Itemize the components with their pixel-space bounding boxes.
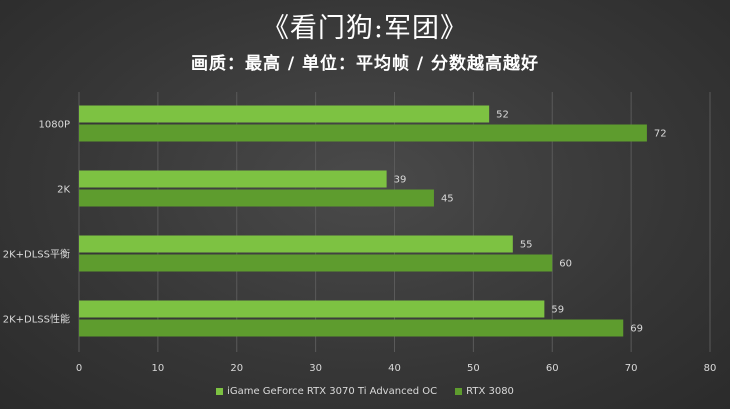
x-tick-label: 60	[546, 363, 559, 374]
data-label: 52	[496, 110, 509, 121]
category-label: 2K+DLSS性能	[3, 313, 70, 326]
bar-series-2	[79, 124, 647, 142]
x-tick-label: 0	[76, 363, 82, 374]
data-label: 69	[630, 324, 643, 335]
data-label: 72	[654, 129, 667, 140]
x-tick-label: 80	[704, 363, 717, 374]
x-tick-label: 40	[388, 363, 401, 374]
bar-series-1	[79, 170, 387, 188]
bar-series-2	[79, 189, 434, 207]
x-tick-label: 10	[152, 363, 165, 374]
category-labels: 1080P 2K 2K+DLSS平衡 2K+DLSS性能	[3, 120, 71, 326]
legend-label-series-2: RTX 3080	[466, 386, 514, 397]
legend-swatch-series-2	[455, 388, 463, 395]
x-tick-label: 20	[230, 363, 243, 374]
bar-series-1	[79, 235, 513, 253]
legend-swatch-series-1	[216, 388, 224, 395]
chart-title: 《看门狗:军团》	[261, 13, 469, 44]
legend-item-series-2: RTX 3080	[455, 386, 514, 397]
bar-series-2	[79, 254, 553, 272]
legend-item-series-1: iGame GeForce RTX 3070 Ti Advanced OC	[216, 386, 437, 397]
bar-series-1	[79, 300, 545, 318]
category-label: 2K+DLSS平衡	[3, 249, 70, 261]
category-label: 2K	[57, 185, 70, 196]
data-label: 45	[441, 194, 454, 205]
x-tick-label: 70	[625, 363, 638, 374]
legend-label-series-1: iGame GeForce RTX 3070 Ti Advanced OC	[227, 386, 438, 397]
chart-subtitle: 画质：最高 / 单位：平均帧 / 分数越高越好	[190, 54, 540, 74]
bar-series-1	[79, 105, 490, 123]
data-label: 39	[394, 175, 407, 186]
data-label: 55	[520, 240, 533, 251]
x-tick-label: 30	[309, 363, 322, 374]
data-label: 59	[551, 305, 564, 316]
category-label: 1080P	[39, 120, 70, 131]
bars: 52 72 39 45 55 60 59 69	[79, 105, 667, 337]
data-label: 60	[559, 259, 572, 270]
legend: iGame GeForce RTX 3070 Ti Advanced OC RT…	[0, 386, 730, 397]
bar-series-2	[79, 319, 624, 337]
x-tick-label: 50	[467, 363, 480, 374]
x-tick-labels: 0 10 20 30 40 50 60 70 80	[76, 363, 717, 374]
